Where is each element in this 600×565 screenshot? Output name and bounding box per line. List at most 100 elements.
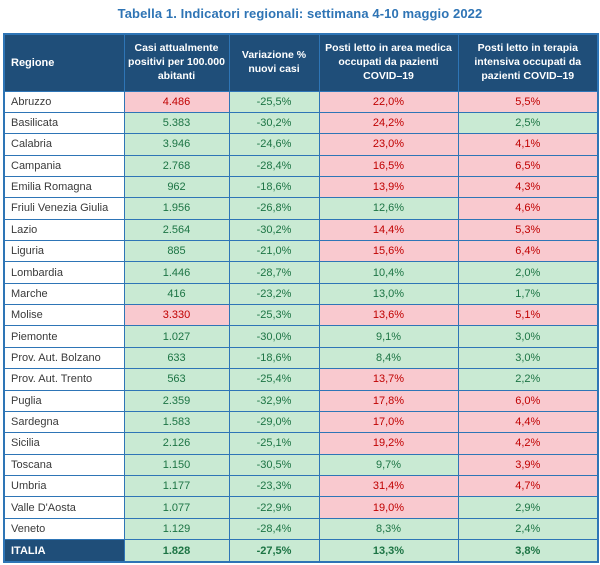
value-cell: 6,0% <box>457 389 599 412</box>
value-cell: 31,4% <box>318 474 459 498</box>
value-cell: 8,4% <box>318 346 459 370</box>
value-cell: -24,6% <box>228 133 320 156</box>
table-row: Umbria 1.177 -23,3% 31,4% 4,7% <box>3 474 599 498</box>
region-name-cell: Molise <box>3 304 125 327</box>
column-header-area-medica: Posti letto in area medica occupati da p… <box>318 33 459 92</box>
region-name-cell: Emilia Romagna <box>3 175 125 199</box>
value-cell: 9,7% <box>318 453 459 476</box>
value-cell: 17,0% <box>318 410 459 434</box>
value-cell: 23,0% <box>318 133 459 156</box>
region-name-cell: Umbria <box>3 474 125 498</box>
region-name-cell: Marche <box>3 282 125 306</box>
value-cell: 1.583 <box>123 410 230 434</box>
value-cell: 5,1% <box>457 304 599 327</box>
value-cell: 2,2% <box>457 368 599 391</box>
value-cell: -23,3% <box>228 474 320 498</box>
region-name-cell: Valle D'Aosta <box>3 496 125 519</box>
table-row: Friuli Venezia Giulia 1.956 -26,8% 12,6% 4,6… <box>3 197 599 220</box>
value-cell: -25,1% <box>228 432 320 455</box>
value-cell: 15,6% <box>318 240 459 263</box>
table-row: Basilicata 5.383 -30,2% 24,2% 2,5% <box>3 111 599 135</box>
table-row: Calabria 3.946 -24,6% 23,0% 4,1% <box>3 133 599 156</box>
value-cell: -18,6% <box>228 346 320 370</box>
value-cell: 4,6% <box>457 197 599 220</box>
table-body: Abruzzo 4.486 -25,5% 22,0% 5,5% Basilicata 5.3… <box>3 90 599 563</box>
region-name-cell: Friuli Venezia Giulia <box>3 197 125 220</box>
value-cell: 962 <box>123 175 230 199</box>
table-row: Marche 416 -23,2% 13,0% 1,7% <box>3 282 599 306</box>
region-name-cell: Sicilia <box>3 432 125 455</box>
value-cell: 2.564 <box>123 218 230 242</box>
table-row: Sardegna 1.583 -29,0% 17,0% 4,4% <box>3 410 599 434</box>
value-cell: -21,0% <box>228 240 320 263</box>
table-row: Sicilia 2.126 -25,1% 19,2% 4,2% <box>3 432 599 455</box>
value-cell: 1.027 <box>123 325 230 348</box>
value-cell: 563 <box>123 368 230 391</box>
value-cell: 3,0% <box>457 325 599 348</box>
value-cell: 3,8% <box>457 539 599 563</box>
value-cell: 4,1% <box>457 133 599 156</box>
region-name-cell: Veneto <box>3 517 125 541</box>
table-row: Campania 2.768 -28,4% 16,5% 6,5% <box>3 154 599 177</box>
value-cell: 13,6% <box>318 304 459 327</box>
value-cell: 2,5% <box>457 111 599 135</box>
value-cell: 4,2% <box>457 432 599 455</box>
region-name-cell: Lazio <box>3 218 125 242</box>
value-cell: 3.946 <box>123 133 230 156</box>
value-cell: -25,3% <box>228 304 320 327</box>
value-cell: 2,0% <box>457 261 599 284</box>
table-row: Emilia Romagna 962 -18,6% 13,9% 4,3% <box>3 175 599 199</box>
column-header-casi-positivi: Casi attualmente positivi per 100.000 ab… <box>123 33 230 92</box>
value-cell: 5,5% <box>457 90 599 113</box>
table-row: Prov. Aut. Trento 563 -25,4% 13,7% 2,2% <box>3 368 599 391</box>
value-cell: 13,7% <box>318 368 459 391</box>
region-name-cell: Prov. Aut. Bolzano <box>3 346 125 370</box>
value-cell: 2.359 <box>123 389 230 412</box>
value-cell: 1.077 <box>123 496 230 519</box>
table-row: Lombardia 1.446 -28,7% 10,4% 2,0% <box>3 261 599 284</box>
table-row: Liguria 885 -21,0% 15,6% 6,4% <box>3 240 599 263</box>
value-cell: 2.126 <box>123 432 230 455</box>
value-cell: 1.828 <box>123 539 230 563</box>
value-cell: -25,5% <box>228 90 320 113</box>
value-cell: 12,6% <box>318 197 459 220</box>
value-cell: -30,0% <box>228 325 320 348</box>
table-row: Molise 3.330 -25,3% 13,6% 5,1% <box>3 304 599 327</box>
value-cell: -28,4% <box>228 517 320 541</box>
value-cell: -29,0% <box>228 410 320 434</box>
value-cell: 3,9% <box>457 453 599 476</box>
region-name-cell: Piemonte <box>3 325 125 348</box>
region-name-cell: Liguria <box>3 240 125 263</box>
value-cell: 633 <box>123 346 230 370</box>
value-cell: 1.446 <box>123 261 230 284</box>
region-name-cell: Basilicata <box>3 111 125 135</box>
table-row: Veneto 1.129 -28,4% 8,3% 2,4% <box>3 517 599 541</box>
value-cell: 13,3% <box>318 539 459 563</box>
value-cell: 17,8% <box>318 389 459 412</box>
value-cell: 6,4% <box>457 240 599 263</box>
value-cell: -18,6% <box>228 175 320 199</box>
value-cell: 1,7% <box>457 282 599 306</box>
total-label-cell: ITALIA <box>3 539 125 563</box>
value-cell: -25,4% <box>228 368 320 391</box>
value-cell: 3.330 <box>123 304 230 327</box>
table-row: Abruzzo 4.486 -25,5% 22,0% 5,5% <box>3 90 599 113</box>
column-header-variazione: Variazione % nuovi casi <box>228 33 320 92</box>
value-cell: 4,7% <box>457 474 599 498</box>
value-cell: -26,8% <box>228 197 320 220</box>
region-name-cell: Toscana <box>3 453 125 476</box>
table-row: Puglia 2.359 -32,9% 17,8% 6,0% <box>3 389 599 412</box>
value-cell: -23,2% <box>228 282 320 306</box>
value-cell: -30,5% <box>228 453 320 476</box>
region-name-cell: Abruzzo <box>3 90 125 113</box>
table-header: Regione Casi attualmente positivi per 10… <box>3 33 599 92</box>
value-cell: -32,9% <box>228 389 320 412</box>
table-row: Toscana 1.150 -30,5% 9,7% 3,9% <box>3 453 599 476</box>
value-cell: 4.486 <box>123 90 230 113</box>
value-cell: 416 <box>123 282 230 306</box>
value-cell: 2,9% <box>457 496 599 519</box>
value-cell: 2.768 <box>123 154 230 177</box>
value-cell: 19,2% <box>318 432 459 455</box>
table-row: Lazio 2.564 -30,2% 14,4% 5,3% <box>3 218 599 242</box>
regional-indicators-table: Regione Casi attualmente positivi per 10… <box>3 33 599 563</box>
